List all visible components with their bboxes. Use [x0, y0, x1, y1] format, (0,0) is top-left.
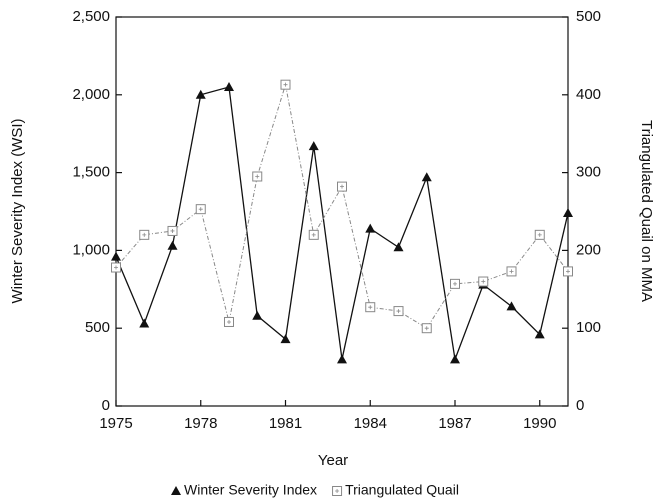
square-cross	[198, 207, 203, 212]
triangle-marker	[450, 354, 460, 364]
triangle-marker	[534, 329, 545, 339]
square-cross	[283, 82, 288, 87]
square-marker	[167, 225, 178, 236]
triangle-marker	[224, 82, 234, 92]
triangle-marker	[337, 354, 347, 364]
square-marker	[393, 306, 404, 317]
square-marker	[308, 229, 319, 240]
triangle-marker	[280, 334, 291, 344]
triangle-marker	[365, 223, 376, 233]
square-marker	[332, 486, 343, 496]
x-axis-label: Year	[318, 452, 348, 469]
x-tick-label: 1978	[184, 415, 217, 432]
square-cross	[424, 326, 429, 331]
y-axis-label: Winter Severity Index (WSI)	[9, 118, 26, 303]
square-marker	[478, 276, 489, 287]
legend-item: Triangulated Quail	[332, 482, 459, 498]
triangle-marker	[171, 486, 181, 495]
square-marker	[139, 229, 150, 240]
square-marker	[280, 79, 291, 90]
triangle-marker	[111, 251, 121, 261]
square-cross	[509, 269, 514, 274]
triangle-marker	[393, 242, 404, 252]
y2-axis-label: Triangulated Quail on MMA	[638, 120, 655, 302]
triangle-marker	[421, 172, 432, 182]
x-tick-label: 1984	[354, 415, 387, 432]
y2-tick-label: 200	[576, 241, 601, 258]
triangle-marker	[195, 89, 206, 99]
square-cross	[142, 232, 147, 237]
triangle-marker	[139, 318, 150, 328]
square-cross	[368, 305, 373, 310]
square-cross	[335, 489, 340, 493]
y-tick-label: 0	[102, 397, 110, 414]
triangle-marker	[252, 310, 263, 320]
triangle-marker	[167, 240, 178, 250]
square-cross	[227, 319, 231, 324]
square-marker	[224, 316, 234, 327]
y-tick-label: 2,500	[72, 8, 110, 25]
y-tick-label: 500	[85, 319, 110, 336]
legend-item: Winter Severity Index	[171, 482, 317, 498]
y-tick-label: 1,500	[72, 164, 110, 181]
square-cross	[537, 232, 542, 237]
square-cross	[340, 184, 344, 189]
square-cross	[396, 309, 401, 314]
legend: Winter Severity Index Triangulated Quail	[171, 482, 459, 498]
square-marker	[534, 229, 545, 240]
square-marker	[421, 323, 432, 334]
square-cross	[566, 269, 570, 274]
y2-tick-label: 100	[576, 319, 601, 336]
triangle-marker	[563, 208, 573, 218]
legend-label: Triangulated Quail	[345, 482, 459, 498]
square-marker	[365, 302, 376, 313]
series-line	[115, 84, 569, 329]
square-marker	[195, 204, 206, 215]
square-cross	[453, 281, 457, 286]
y2-tick-label: 0	[576, 397, 584, 414]
square-marker	[450, 278, 460, 289]
square-cross	[481, 279, 486, 284]
legend-label: Winter Severity Index	[184, 482, 317, 498]
x-tick-label: 1981	[269, 415, 302, 432]
x-tick-label: 1990	[523, 415, 556, 432]
y2-tick-label: 500	[576, 8, 601, 25]
square-cross	[311, 232, 316, 237]
square-cross	[114, 265, 118, 270]
square-marker	[111, 262, 121, 273]
x-tick-label: 1975	[99, 415, 132, 432]
square-marker	[506, 266, 517, 277]
y-tick-label: 2,000	[72, 86, 110, 103]
square-cross	[170, 228, 175, 233]
x-tick-label: 1987	[438, 415, 471, 432]
square-marker	[252, 171, 263, 182]
square-cross	[255, 174, 260, 179]
y2-tick-label: 400	[576, 86, 601, 103]
series-line	[115, 86, 569, 362]
y-tick-label: 1,000	[72, 241, 110, 258]
square-marker	[563, 266, 573, 277]
triangle-marker	[506, 301, 517, 311]
square-marker	[337, 181, 347, 192]
y2-tick-label: 300	[576, 164, 601, 181]
plot-frame	[115, 16, 569, 407]
triangle-marker	[308, 141, 319, 151]
